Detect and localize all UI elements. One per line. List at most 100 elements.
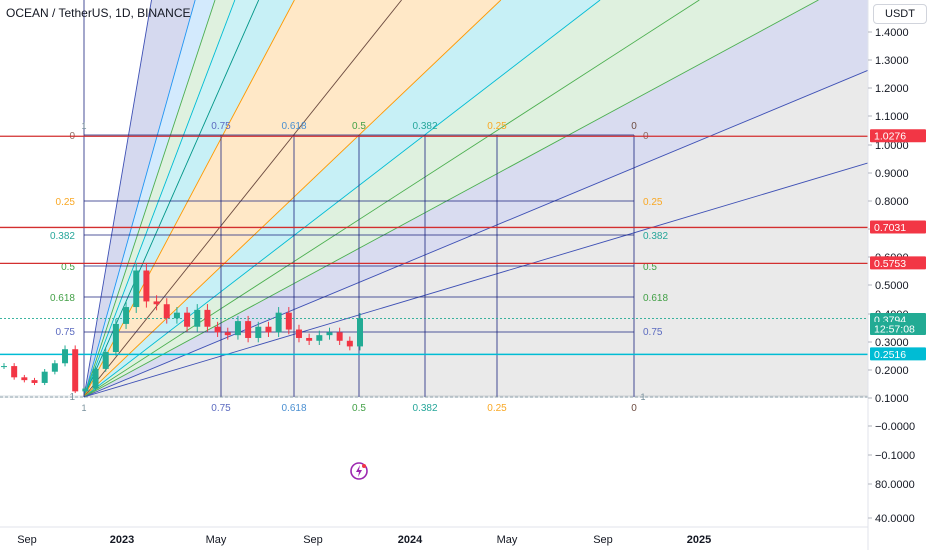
fib-right-label: 0.5	[643, 262, 657, 273]
time-tick-label: 2025	[687, 534, 711, 546]
replay-logo-icon[interactable]	[349, 461, 369, 481]
currency-unit-button[interactable]: USDT	[873, 4, 927, 24]
candle-body	[295, 329, 302, 338]
price-badge: 0.2516	[870, 347, 926, 361]
candle-body	[184, 312, 191, 327]
price-badge: 12:57:08	[870, 322, 926, 336]
price-tick-label: 0.2000	[875, 365, 909, 377]
candle-body	[173, 312, 180, 319]
candle-body	[112, 323, 119, 353]
fib-right-label: 0.382	[643, 231, 668, 242]
candle-body	[11, 366, 18, 378]
price-badge-text: 12:57:08	[874, 324, 915, 336]
fib-right-label: 0.618	[643, 293, 668, 304]
fib-top-label: 0.25	[487, 121, 507, 132]
fib-left-label: 0.25	[56, 197, 76, 208]
fib-top-label: 0.618	[281, 121, 306, 132]
candle-body	[357, 318, 363, 347]
fib-left-label: 0.75	[56, 327, 76, 338]
candle-body	[346, 340, 353, 347]
fib-bottom-label: 0.25	[487, 403, 507, 414]
price-badge-bg	[870, 322, 926, 335]
price-badge: 0.7031	[870, 220, 926, 234]
gann-fan-ray	[83, 0, 819, 398]
price-tick-label: 1.2000	[875, 83, 909, 95]
candle-body	[133, 270, 140, 308]
fib-left-label: 0.5	[61, 262, 75, 273]
fib-left-label: 0.618	[50, 293, 75, 304]
fib-bottom-label: 0.5	[352, 403, 366, 414]
candle-body	[1, 366, 7, 368]
candle-body	[265, 326, 272, 333]
candle-body	[153, 301, 160, 305]
gann-fan-ray	[83, 0, 152, 398]
candle-body	[51, 363, 58, 372]
price-tick-label: 1.3000	[875, 55, 909, 67]
gann-fan-ray	[83, 0, 601, 398]
candle-body	[224, 332, 231, 336]
price-badge: 1.0276	[870, 129, 926, 143]
fan-corner-mark: 1	[81, 121, 86, 131]
price-tick-label: 0.3000	[875, 337, 909, 349]
chart-title: OCEAN / TetherUS, 1D, BINANCE	[6, 6, 191, 20]
fib-bottom-label: 0.75	[211, 403, 231, 414]
gann-fan-zone	[84, 0, 868, 397]
price-badge: 0.5753	[870, 256, 926, 270]
price-tick-label: 80.0000	[875, 479, 915, 491]
price-tick-label: 0.5000	[875, 280, 909, 292]
fib-left-label: 1	[69, 392, 75, 403]
price-tick-label: 40.0000	[875, 513, 915, 525]
price-tick-label: 0.8000	[875, 196, 909, 208]
candle-body	[31, 380, 38, 383]
time-tick-label: Sep	[17, 534, 37, 546]
price-tick-label: 1.4000	[875, 27, 909, 39]
fib-top-label: 0	[631, 121, 637, 132]
fib-top-label: 0.75	[211, 121, 231, 132]
gann-fan-ray	[83, 0, 236, 398]
price-tick-label: 0.1000	[875, 393, 909, 405]
gann-fan-ray	[83, 0, 295, 398]
candle-body	[275, 312, 282, 333]
price-badge-bg	[870, 256, 926, 270]
candle-body	[82, 388, 89, 392]
fib-bottom-label: 0.382	[412, 403, 437, 414]
gann-fan-ray	[83, 0, 502, 398]
price-tick-label: 1.1000	[875, 111, 909, 123]
price-tick-label: 1.0000	[875, 140, 909, 152]
candle-body	[336, 332, 343, 341]
candle-body	[285, 312, 292, 330]
candle-body	[123, 307, 130, 324]
price-badge-text: 0.5753	[874, 258, 906, 270]
gann-fan-ray	[83, 0, 196, 398]
candle-body	[245, 321, 252, 338]
candle-body	[204, 309, 211, 327]
candle-body	[234, 321, 241, 336]
candle-body	[143, 270, 150, 302]
time-tick-label: 2024	[398, 534, 423, 546]
candle-body	[255, 326, 262, 338]
price-tick-label: −0.1000	[875, 450, 915, 462]
price-tick-label: −0.0000	[875, 421, 915, 433]
price-badge-bg	[870, 347, 926, 361]
price-badge-bg	[870, 129, 926, 143]
price-badge-text: 0.2516	[874, 349, 906, 361]
bottom-zone	[0, 395, 868, 398]
gann-fan-ray	[83, 0, 402, 398]
fib-top-label: 0.5	[352, 121, 366, 132]
fan-corner-mark: 1	[81, 403, 86, 413]
candle-body	[306, 337, 313, 341]
gann-fan-ray	[83, 0, 700, 398]
candle-body	[163, 304, 170, 319]
candle-body	[62, 349, 69, 364]
gann-fan-ray	[83, 0, 216, 398]
time-tick-label: Sep	[303, 534, 323, 546]
price-badge-bg	[870, 220, 926, 234]
candle-body	[21, 377, 28, 381]
candle-body	[194, 309, 201, 327]
fib-bottom-label: 0.618	[281, 403, 306, 414]
candle-body	[214, 326, 221, 333]
price-badge-text: 0.7031	[874, 222, 906, 234]
gann-fan-ray	[83, 162, 869, 398]
